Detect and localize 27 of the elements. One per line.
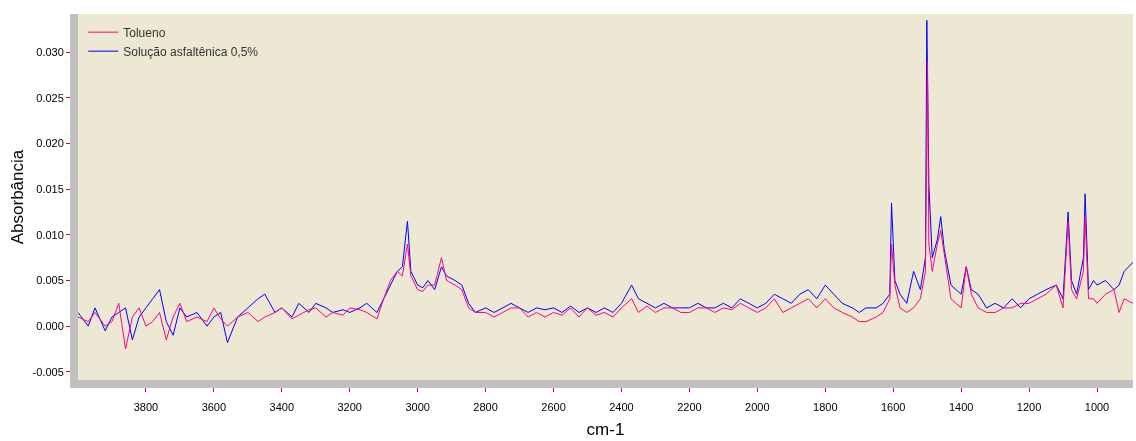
x-tick-label: 1200 [1016, 401, 1042, 414]
y-tick-label: 0.005 [36, 274, 64, 287]
x-tick-label: 1800 [813, 401, 838, 414]
x-tick-label: 3000 [405, 401, 430, 414]
y-tick-label: 0.020 [36, 137, 64, 150]
x-tick-label: 2200 [677, 401, 702, 414]
y-tick-label: 0.000 [36, 320, 64, 332]
x-tick-label: 2800 [473, 401, 498, 414]
x-tick-label: 3600 [201, 401, 227, 414]
x-tick-label: 1000 [1084, 401, 1110, 414]
x-tick-label: 3400 [269, 401, 295, 414]
y-tick-label: 0.010 [36, 228, 64, 241]
y-tick-label: 0.025 [36, 91, 64, 104]
y-tick-label: 0.030 [36, 46, 64, 59]
y-axis-title: Absorbância [7, 149, 27, 245]
x-tick-label: 2000 [745, 401, 770, 414]
x-axis-title: cm-1 [586, 420, 625, 440]
x-tick-label: 2400 [609, 401, 634, 414]
x-tick-label: 3200 [337, 401, 362, 414]
x-tick-label: 2600 [541, 401, 566, 414]
legend-label: Tolueno [123, 25, 166, 40]
x-tick-label: 3800 [133, 401, 159, 414]
y-tick-label: 0.015 [36, 183, 64, 196]
legend-label: Solução asfaltênica 0,5% [123, 44, 259, 59]
x-tick-label: 1400 [948, 401, 974, 414]
x-tick-label: 1600 [880, 401, 906, 414]
y-tick-label: -0.005 [32, 365, 64, 378]
